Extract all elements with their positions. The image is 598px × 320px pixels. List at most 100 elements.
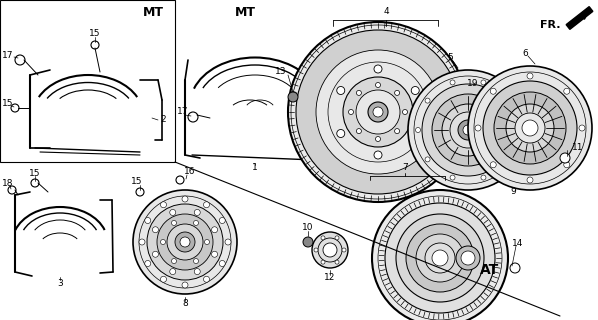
Circle shape — [312, 232, 348, 268]
Circle shape — [442, 104, 494, 156]
Circle shape — [506, 98, 511, 103]
Circle shape — [219, 260, 225, 267]
Text: MT: MT — [142, 6, 163, 20]
FancyArrow shape — [566, 7, 593, 29]
Circle shape — [145, 260, 151, 267]
Circle shape — [194, 220, 199, 226]
Text: AT: AT — [480, 263, 499, 277]
Circle shape — [225, 239, 231, 245]
Circle shape — [416, 127, 420, 132]
Circle shape — [461, 251, 475, 265]
Text: 17: 17 — [177, 108, 189, 116]
Circle shape — [182, 196, 188, 202]
Circle shape — [374, 65, 382, 73]
Circle shape — [506, 104, 554, 152]
Circle shape — [450, 80, 455, 85]
Circle shape — [91, 41, 99, 49]
Text: 6: 6 — [522, 49, 528, 58]
Circle shape — [342, 248, 346, 252]
Circle shape — [515, 127, 520, 132]
Circle shape — [203, 202, 209, 208]
Circle shape — [475, 125, 481, 131]
Text: 18: 18 — [2, 179, 14, 188]
Circle shape — [564, 162, 570, 168]
Circle shape — [160, 202, 166, 208]
Text: 8: 8 — [182, 300, 188, 308]
Circle shape — [176, 176, 184, 184]
Circle shape — [402, 109, 407, 115]
Circle shape — [321, 260, 325, 264]
Circle shape — [368, 102, 388, 122]
Text: 14: 14 — [512, 238, 524, 247]
Text: 19: 19 — [467, 79, 479, 89]
Circle shape — [139, 239, 145, 245]
Circle shape — [15, 55, 25, 65]
Circle shape — [411, 130, 419, 138]
Circle shape — [490, 162, 496, 168]
Circle shape — [172, 259, 176, 264]
Circle shape — [425, 243, 455, 273]
Circle shape — [515, 113, 545, 143]
Text: 4: 4 — [383, 7, 389, 17]
Circle shape — [296, 30, 460, 194]
Circle shape — [31, 179, 39, 187]
Circle shape — [356, 90, 400, 134]
Circle shape — [506, 157, 511, 162]
Circle shape — [167, 224, 203, 260]
Circle shape — [147, 204, 223, 280]
Circle shape — [560, 153, 570, 163]
Circle shape — [527, 177, 533, 183]
Circle shape — [8, 186, 16, 194]
Circle shape — [194, 268, 200, 275]
Text: 15: 15 — [89, 28, 100, 37]
Circle shape — [303, 237, 313, 247]
Text: 12: 12 — [324, 274, 335, 283]
Circle shape — [385, 203, 495, 313]
Circle shape — [152, 227, 158, 233]
Text: 1: 1 — [252, 164, 258, 172]
Circle shape — [349, 109, 353, 115]
Circle shape — [356, 129, 361, 133]
Circle shape — [172, 220, 176, 226]
Circle shape — [494, 92, 566, 164]
Circle shape — [408, 70, 528, 190]
Circle shape — [373, 107, 383, 117]
Text: 15: 15 — [2, 99, 14, 108]
Circle shape — [356, 91, 361, 95]
Circle shape — [212, 227, 218, 233]
Circle shape — [422, 84, 514, 176]
Circle shape — [157, 214, 213, 270]
Circle shape — [432, 250, 448, 266]
Circle shape — [372, 190, 508, 320]
Circle shape — [481, 175, 486, 180]
Circle shape — [136, 188, 144, 196]
Text: 9: 9 — [510, 188, 516, 196]
Text: 16: 16 — [184, 167, 196, 177]
Text: MT: MT — [234, 6, 255, 20]
Text: 13: 13 — [275, 68, 287, 76]
Circle shape — [456, 246, 480, 270]
Circle shape — [321, 236, 325, 240]
Circle shape — [376, 83, 380, 87]
Circle shape — [335, 260, 339, 264]
Circle shape — [343, 77, 413, 147]
Circle shape — [133, 190, 237, 294]
Circle shape — [203, 276, 209, 282]
Circle shape — [337, 86, 345, 94]
Circle shape — [508, 170, 518, 180]
Circle shape — [463, 125, 473, 135]
Text: 7: 7 — [402, 164, 408, 172]
Circle shape — [152, 251, 158, 257]
Circle shape — [288, 92, 298, 102]
Circle shape — [458, 120, 478, 140]
Circle shape — [481, 80, 486, 85]
Circle shape — [579, 125, 585, 131]
Text: 17: 17 — [2, 51, 14, 60]
Text: 10: 10 — [302, 223, 314, 233]
Circle shape — [490, 88, 496, 94]
Text: FR.: FR. — [540, 20, 560, 30]
Circle shape — [395, 129, 399, 133]
Circle shape — [450, 175, 455, 180]
Circle shape — [416, 234, 464, 282]
Circle shape — [219, 218, 225, 223]
